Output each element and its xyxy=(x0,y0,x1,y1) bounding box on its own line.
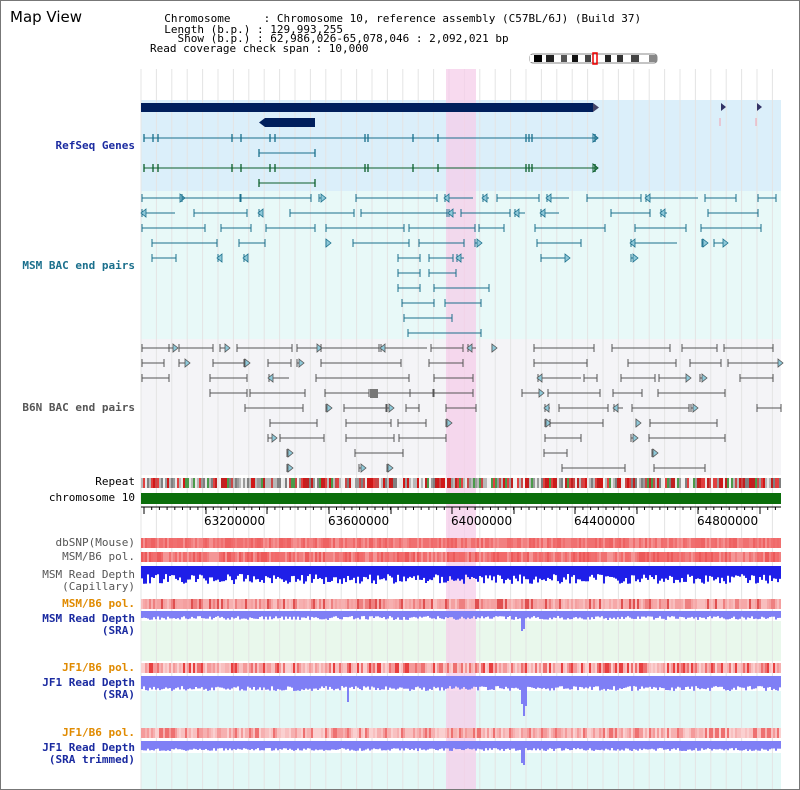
track-label-msm-b6-pol-sra: MSM/B6 pol. xyxy=(62,597,135,610)
gene-strand-arrow xyxy=(757,103,762,111)
track-label-jf1-depth-trimmed: JF1 Read Depth xyxy=(42,741,135,754)
track-label-msm-depth-capillary: MSM Read Depth xyxy=(42,568,135,581)
bac-end-block xyxy=(370,389,378,398)
show-range-info: Show (b.p.) : 62,986,026-65,078,046 : 2,… xyxy=(151,32,509,45)
track-label-msm-bac[interactable]: MSM BAC end pairs xyxy=(22,259,135,272)
track-label-jf1-depth-trimmed-sub: (SRA trimmed) xyxy=(48,753,135,766)
track-label-jf1-b6-pol-trimmed: JF1/B6 pol. xyxy=(62,726,135,739)
chromosome-info: Chromosome : Chromosome 10, reference as… xyxy=(151,12,642,25)
track-label-repeat: Repeat xyxy=(95,475,135,488)
axis-tick-label: 64400000 xyxy=(574,514,636,528)
track-label-b6n-bac[interactable]: B6N BAC end pairs xyxy=(22,401,135,414)
track-label-chromosome: chromosome 10 xyxy=(48,491,135,504)
length-info: Length (b.p.) : 129,993,255 xyxy=(151,23,344,36)
ideogram-position-marker xyxy=(592,52,598,65)
axis-tick-label: 63600000 xyxy=(328,514,390,528)
track-label-msm-depth-sra-sub: (SRA) xyxy=(101,624,135,637)
coverage-span-info: Read coverage check span : 10,000 xyxy=(150,42,369,55)
axis-tick-label: 64000000 xyxy=(451,514,513,528)
track-label-msm-depth-capillary-sub: (Capillary) xyxy=(62,580,135,593)
page-title: Map View xyxy=(10,8,83,26)
track-label-msm-b6-pol: MSM/B6 pol. xyxy=(62,550,135,563)
gene-strand-arrow xyxy=(259,118,265,127)
track-label-jf1-b6-pol: JF1/B6 pol. xyxy=(62,661,135,674)
track-label-msm-depth-sra: MSM Read Depth xyxy=(42,612,135,625)
chromosome-bar xyxy=(141,493,781,504)
gene-bar xyxy=(141,103,593,112)
gene-bar xyxy=(265,118,315,127)
track-label-dbsnp: dbSNP(Mouse) xyxy=(55,536,135,549)
axis-tick-label: 64800000 xyxy=(697,514,759,528)
gene-strand-arrow xyxy=(593,103,599,112)
axis-tick-label: 63200000 xyxy=(204,514,266,528)
track-label-jf1-depth-sra-sub: (SRA) xyxy=(101,688,135,701)
gene-strand-arrow xyxy=(721,103,726,111)
track-label-refseq[interactable]: RefSeq Genes xyxy=(55,139,135,152)
track-label-jf1-depth-sra: JF1 Read Depth xyxy=(42,676,135,689)
